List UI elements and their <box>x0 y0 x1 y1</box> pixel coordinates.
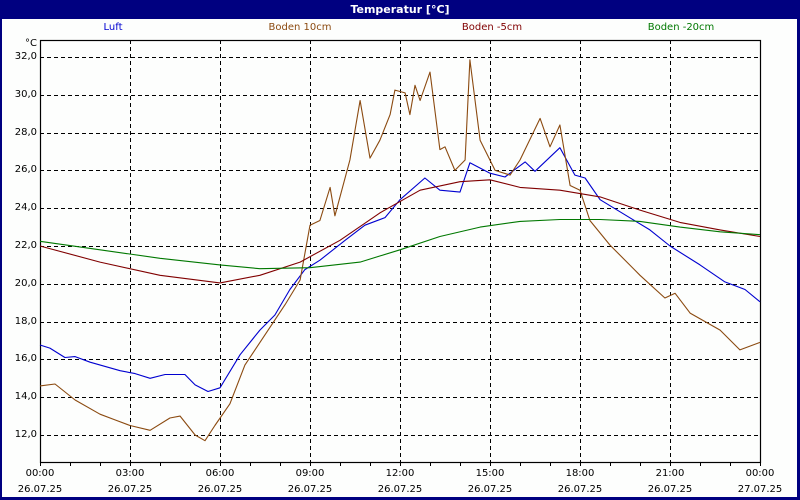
series-line-boden-5cm <box>39 179 761 284</box>
plot-frame <box>39 39 762 464</box>
y-tick-label: 24,0 <box>14 201 37 213</box>
x-tick-label: 00:00 26.07.25 <box>10 466 70 498</box>
legend-boden-10cm: Boden 10cm <box>268 22 332 33</box>
y-tick-label: 32,0 <box>14 50 37 62</box>
x-tick-time: 18:00 <box>565 468 595 479</box>
legend-boden-5cm: Boden -5cm <box>461 22 523 33</box>
y-tick-label: 28,0 <box>14 126 37 138</box>
legend-luft: Luft <box>103 22 123 33</box>
y-tick-label: 18,0 <box>14 315 37 327</box>
x-tick-label: 00:00 27.07.25 <box>730 466 790 498</box>
window-title: Temperatur [°C] <box>350 3 450 16</box>
x-tick-date: 26.07.25 <box>17 484 63 495</box>
x-tick-time: 03:00 <box>115 468 145 479</box>
x-tick-date: 26.07.25 <box>557 484 603 495</box>
series-line-boden-20cm <box>39 218 761 270</box>
y-tick-label: 16,0 <box>14 352 37 364</box>
x-tick-label: 09:00 26.07.25 <box>280 466 340 498</box>
y-tick-label: 12,0 <box>14 428 37 440</box>
x-tick-time: 00:00 <box>745 468 775 479</box>
x-tick-time: 09:00 <box>295 468 325 479</box>
y-tick-label: 14,0 <box>14 390 37 402</box>
x-tick-date: 26.07.25 <box>107 484 153 495</box>
series-line-luft <box>39 147 761 393</box>
x-tick-label: 15:00 26.07.25 <box>460 466 520 498</box>
y-axis-unit: °C <box>25 38 37 49</box>
x-tick-date: 26.07.25 <box>197 484 243 495</box>
x-tick-label: 21:00 26.07.25 <box>640 466 700 498</box>
x-tick-time: 21:00 <box>655 468 685 479</box>
chart-canvas <box>2 19 797 497</box>
x-tick-time: 15:00 <box>475 468 505 479</box>
series-line-boden-10cm <box>39 59 761 442</box>
y-tick-label: 26,0 <box>14 163 37 175</box>
legend-boden-20cm: Boden -20cm <box>647 22 715 33</box>
x-tick-label: 18:00 26.07.25 <box>550 466 610 498</box>
x-tick-date: 26.07.25 <box>647 484 693 495</box>
x-tick-label: 12:00 26.07.25 <box>370 466 430 498</box>
x-tick-time: 00:00 <box>25 468 55 479</box>
x-tick-time: 12:00 <box>385 468 415 479</box>
x-tick-date: 26.07.25 <box>287 484 333 495</box>
y-tick-label: 20,0 <box>14 277 37 289</box>
x-tick-date: 27.07.25 <box>737 484 783 495</box>
x-tick-label: 06:00 26.07.25 <box>190 466 250 498</box>
x-tick-date: 26.07.25 <box>377 484 423 495</box>
y-tick-label: 22,0 <box>14 239 37 251</box>
x-tick-date: 26.07.25 <box>467 484 513 495</box>
x-tick-label: 03:00 26.07.25 <box>100 466 160 498</box>
y-tick-label: 30,0 <box>14 88 37 100</box>
x-tick-time: 06:00 <box>205 468 235 479</box>
